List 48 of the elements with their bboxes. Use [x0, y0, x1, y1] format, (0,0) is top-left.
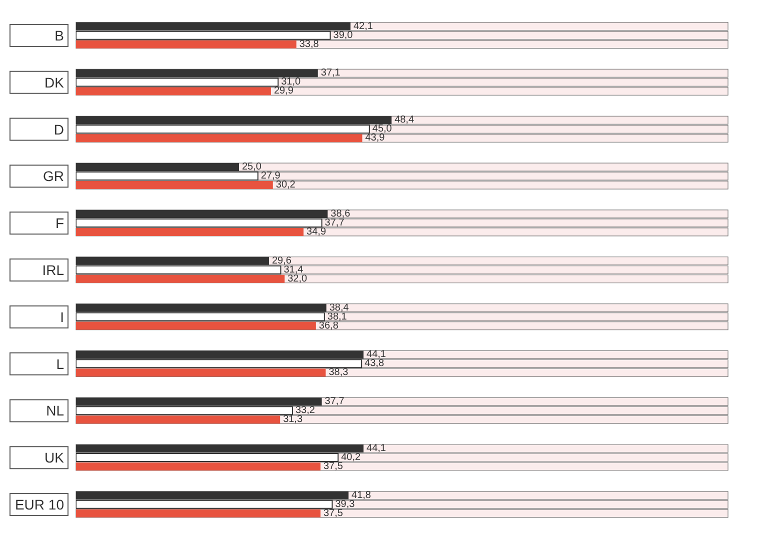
data-label: 39,0 [333, 30, 354, 41]
y-tick-label: L [56, 356, 64, 372]
data-label: 37,5 [324, 508, 344, 519]
y-tick-label: B [54, 27, 64, 44]
data-label: 37,1 [320, 68, 341, 79]
data-label: 43,8 [364, 358, 384, 370]
bar [76, 181, 273, 190]
bar [76, 87, 271, 96]
y-tick-label: GR [43, 168, 64, 184]
data-label: 44,1 [366, 443, 386, 454]
data-label: 44,1 [366, 349, 386, 360]
y-tick-label: UK [44, 450, 65, 466]
data-label: 40,2 [341, 452, 362, 463]
data-label: 34,9 [306, 226, 326, 238]
data-label: 33,2 [295, 405, 316, 416]
y-tick-label: F [55, 215, 64, 232]
bar [76, 416, 280, 424]
data-label: 48,4 [394, 114, 414, 126]
y-tick-label: IRL [42, 262, 64, 278]
data-label: 31,3 [283, 414, 303, 426]
data-label: 38,4 [329, 302, 350, 314]
data-label: 33,8 [299, 38, 320, 50]
data-label: 32,0 [288, 273, 308, 284]
data-label: 37,7 [324, 217, 345, 228]
data-label: 38,6 [330, 208, 351, 220]
data-label: 31,4 [284, 264, 304, 276]
data-label: 43,9 [365, 132, 386, 144]
data-label: 39,3 [335, 498, 356, 510]
data-label: 29,9 [274, 86, 294, 97]
data-label: 37,7 [324, 396, 345, 408]
data-label: 38,3 [328, 367, 349, 378]
data-label: 41,8 [352, 490, 372, 501]
y-tick-label: DK [44, 74, 65, 90]
data-label: 27,9 [260, 170, 281, 182]
y-tick-label: EUR 10 [14, 496, 64, 513]
data-label: 45,0 [372, 124, 392, 135]
bar [76, 274, 285, 283]
data-label: 25,0 [242, 162, 262, 173]
y-tick-label: D [54, 121, 64, 138]
data-label: 37,5 [324, 461, 344, 472]
data-label: 29,6 [272, 255, 292, 266]
data-label: 38,1 [327, 311, 348, 322]
data-label: 31,0 [281, 76, 302, 88]
y-tick-label: NL [46, 402, 64, 419]
y-tick-label: I [60, 308, 64, 325]
data-label: 36,8 [318, 320, 339, 332]
data-label: 30,2 [276, 180, 296, 191]
data-label: 42,1 [353, 20, 374, 32]
